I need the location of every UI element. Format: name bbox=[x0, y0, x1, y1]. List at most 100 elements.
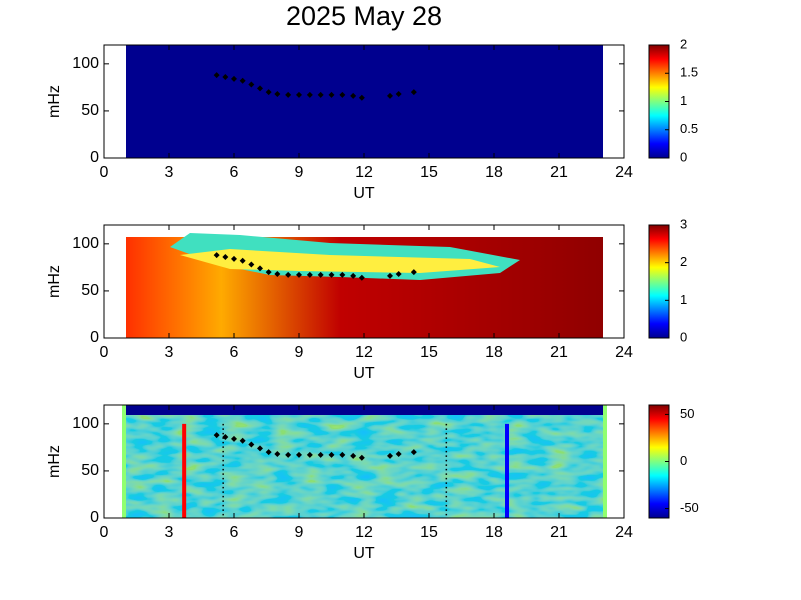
colorbar-tick-label: 2 bbox=[680, 254, 687, 269]
track-point bbox=[358, 274, 365, 281]
colorbar-tick-label: 0 bbox=[680, 453, 687, 468]
track-point bbox=[231, 75, 237, 82]
x-tick-label: 3 bbox=[165, 164, 174, 181]
track-point bbox=[328, 451, 335, 458]
y-axis-label: mHz bbox=[46, 85, 63, 118]
y-tick-label: 100 bbox=[72, 415, 99, 432]
x-tick-label: 24 bbox=[615, 164, 633, 181]
track-point bbox=[265, 269, 272, 276]
track-point bbox=[317, 91, 324, 98]
colorbar-tick-label: 1.5 bbox=[680, 65, 698, 80]
x-tick-label: 18 bbox=[485, 164, 503, 181]
x-axis-label: UT bbox=[353, 365, 375, 382]
track-point bbox=[222, 434, 229, 441]
track-point bbox=[239, 257, 246, 264]
track-point bbox=[285, 271, 292, 278]
y-axis-label: mHz bbox=[46, 265, 63, 298]
colorbar-tick-label: 2 bbox=[680, 36, 687, 51]
x-tick-label: 21 bbox=[550, 524, 568, 541]
y-tick-label: 0 bbox=[90, 509, 99, 526]
track-point bbox=[387, 92, 393, 99]
track-point bbox=[317, 451, 324, 458]
y-tick-label: 50 bbox=[81, 462, 99, 479]
track-point bbox=[274, 450, 281, 457]
x-tick-label: 0 bbox=[100, 164, 109, 181]
x-tick-label: 24 bbox=[615, 344, 633, 361]
track-point bbox=[339, 91, 346, 98]
colorbar-tick-label: 0.5 bbox=[680, 121, 698, 136]
track-point bbox=[350, 272, 357, 279]
track-point bbox=[231, 435, 237, 442]
x-tick-label: 18 bbox=[485, 524, 503, 541]
colorbar-tick-label: 0 bbox=[680, 329, 687, 344]
track-point bbox=[328, 91, 335, 98]
y-tick-label: 50 bbox=[81, 102, 99, 119]
colorbar-tick-label: 3 bbox=[680, 216, 687, 231]
heatmap bbox=[126, 405, 603, 518]
x-axis-label: UT bbox=[353, 185, 375, 202]
track-point bbox=[410, 89, 417, 96]
track-point bbox=[410, 269, 417, 276]
track-point bbox=[265, 449, 272, 456]
track-point bbox=[395, 270, 402, 277]
colorbar-tick-label: 1 bbox=[680, 292, 687, 307]
y-tick-label: 0 bbox=[90, 329, 99, 346]
track-point bbox=[239, 77, 246, 84]
track-point bbox=[257, 85, 263, 92]
track-point bbox=[328, 271, 335, 278]
x-tick-label: 3 bbox=[165, 344, 174, 361]
x-tick-label: 0 bbox=[100, 524, 109, 541]
x-tick-label: 9 bbox=[295, 164, 304, 181]
colorbar-tick-label: 0 bbox=[680, 149, 687, 164]
x-tick-label: 12 bbox=[355, 344, 373, 361]
y-tick-label: 100 bbox=[72, 55, 99, 72]
track-point bbox=[248, 261, 255, 268]
x-tick-label: 21 bbox=[550, 344, 568, 361]
track-point bbox=[285, 451, 292, 458]
y-axis-label: mHz bbox=[46, 445, 63, 478]
track-point bbox=[317, 271, 324, 278]
x-axis-label: UT bbox=[353, 545, 375, 562]
track-point bbox=[248, 441, 255, 448]
y-tick-label: 50 bbox=[81, 282, 99, 299]
colorbar bbox=[648, 224, 670, 339]
x-tick-label: 12 bbox=[355, 524, 373, 541]
colorbar-tick-label: 1 bbox=[680, 93, 687, 108]
track-point bbox=[387, 452, 393, 459]
track-point bbox=[306, 271, 313, 278]
track-point bbox=[350, 452, 357, 459]
track-point bbox=[306, 451, 313, 458]
track-point bbox=[296, 451, 302, 458]
x-tick-label: 6 bbox=[230, 164, 239, 181]
track-point bbox=[265, 89, 272, 96]
track-point bbox=[285, 91, 292, 98]
track-point bbox=[257, 445, 263, 452]
track-point bbox=[213, 252, 220, 259]
x-tick-label: 21 bbox=[550, 164, 568, 181]
track-point bbox=[395, 450, 402, 457]
x-tick-label: 18 bbox=[485, 344, 503, 361]
chart-title: 2025 May 28 bbox=[286, 1, 442, 31]
x-tick-label: 0 bbox=[100, 344, 109, 361]
track-point bbox=[395, 90, 402, 97]
track-point bbox=[350, 92, 357, 99]
x-tick-label: 9 bbox=[295, 524, 304, 541]
track-point bbox=[387, 272, 393, 279]
x-tick-label: 15 bbox=[420, 164, 438, 181]
track-point bbox=[248, 81, 255, 88]
track-point bbox=[358, 454, 365, 461]
heatmap bbox=[126, 45, 603, 158]
x-tick-label: 15 bbox=[420, 524, 438, 541]
track-point bbox=[231, 255, 237, 262]
track-point bbox=[213, 72, 220, 79]
track-point bbox=[274, 90, 281, 97]
x-tick-label: 6 bbox=[230, 524, 239, 541]
track-point bbox=[257, 265, 263, 272]
track-point bbox=[274, 270, 281, 277]
track-point bbox=[296, 271, 302, 278]
track-point bbox=[222, 254, 229, 261]
y-tick-label: 100 bbox=[72, 235, 99, 252]
track-point bbox=[213, 432, 220, 439]
x-tick-label: 12 bbox=[355, 164, 373, 181]
